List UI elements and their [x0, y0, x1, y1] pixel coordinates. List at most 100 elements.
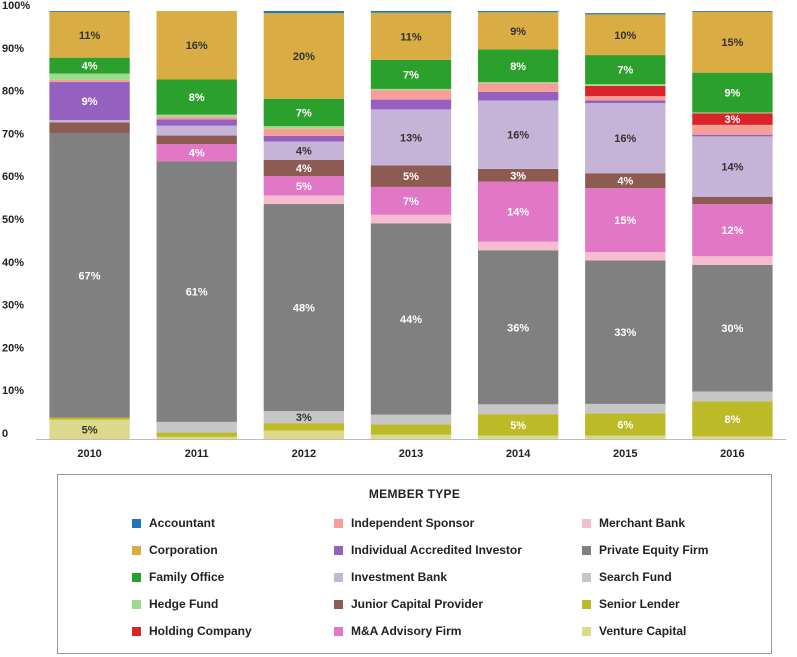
legend-label: Junior Capital Provider	[351, 597, 484, 611]
bar-segment	[156, 432, 237, 437]
legend-item: Hedge Fund	[132, 596, 218, 612]
data-label: 9%	[510, 26, 526, 38]
bar-segment	[692, 196, 773, 205]
bar-segment	[477, 250, 559, 405]
data-label: 15%	[614, 215, 636, 227]
y-tick-label: 0	[2, 428, 8, 440]
bar-segment	[477, 168, 559, 182]
bar-segment	[692, 113, 773, 125]
bar-segment	[263, 411, 345, 424]
bar-segment	[370, 165, 452, 187]
bar-segment	[585, 85, 666, 97]
legend-swatch	[334, 572, 343, 582]
bar-segment	[49, 122, 130, 133]
bar-segment	[49, 132, 130, 418]
bar-segment	[49, 120, 130, 123]
y-tick-label: 100%	[2, 0, 30, 12]
bar-segment	[585, 435, 666, 439]
bar-segment	[585, 173, 666, 189]
x-tick-label: 2011	[185, 448, 209, 460]
legend-swatch	[132, 518, 141, 528]
legend-item: M&A Advisory Firm	[334, 623, 461, 639]
data-label: 8%	[510, 61, 526, 73]
legend-swatch	[334, 518, 343, 528]
bar-segment	[477, 82, 559, 84]
data-label: 16%	[186, 40, 208, 52]
data-label: 48%	[293, 303, 315, 315]
bar-segment	[263, 135, 345, 142]
bar-segment	[49, 79, 130, 83]
data-label: 3%	[724, 114, 740, 126]
bar-segment	[370, 12, 452, 60]
bar-segment	[156, 116, 237, 120]
bar-segment	[49, 11, 130, 58]
bar-segment	[156, 135, 237, 145]
legend-item: Venture Capital	[582, 623, 686, 639]
bar-segment	[263, 98, 345, 127]
legend-swatch	[132, 599, 141, 609]
bar-segment	[585, 260, 666, 404]
legend-item: Search Fund	[582, 569, 672, 585]
bar-segment	[477, 49, 559, 83]
y-tick-label: 60%	[2, 171, 24, 183]
data-label: 33%	[614, 327, 636, 339]
data-label: 4%	[189, 148, 205, 160]
legend-label: Private Equity Firm	[599, 543, 709, 557]
bar-segment	[692, 391, 773, 402]
data-label: 9%	[724, 88, 740, 100]
data-label: 44%	[400, 314, 422, 326]
bar-segment	[263, 423, 345, 431]
bar-segment	[477, 404, 559, 415]
legend-swatch	[132, 545, 141, 555]
bar-segment	[49, 419, 130, 439]
data-label: 7%	[403, 196, 419, 208]
legend-swatch	[334, 599, 343, 609]
bar-segment	[156, 79, 237, 115]
data-label: 8%	[724, 414, 740, 426]
bar-segment	[692, 264, 773, 392]
legend-item: Independent Sponsor	[334, 515, 474, 531]
legend-swatch	[334, 545, 343, 555]
data-label: 67%	[79, 270, 101, 282]
bar-segment	[156, 144, 237, 162]
data-label: 11%	[79, 30, 101, 42]
y-tick-label: 30%	[2, 300, 24, 312]
data-label: 14%	[721, 162, 743, 174]
legend-swatch	[582, 545, 591, 555]
bar-segment	[692, 436, 773, 439]
bar-segment	[370, 434, 452, 439]
x-tick-label: 2015	[613, 448, 637, 460]
bar-segment	[692, 11, 773, 73]
legend-item: Individual Accredited Investor	[334, 542, 522, 558]
bar-segment	[585, 188, 666, 252]
bar-segment	[477, 181, 559, 242]
bar-segment	[692, 72, 773, 113]
legend-swatch	[132, 626, 141, 636]
y-tick-label: 40%	[2, 257, 24, 269]
bar-segment	[49, 11, 130, 12]
legend-item: Private Equity Firm	[582, 542, 708, 558]
x-tick-label: 2013	[399, 448, 423, 460]
data-label: 7%	[296, 107, 312, 119]
y-tick-label: 10%	[2, 385, 24, 397]
data-label: 5%	[82, 424, 98, 436]
bar-segment	[156, 11, 237, 80]
legend-label: Family Office	[149, 570, 225, 584]
bar-segment	[585, 100, 666, 104]
data-label: 3%	[510, 170, 526, 182]
legend-label: Individual Accredited Investor	[351, 543, 522, 557]
y-tick-label: 20%	[2, 342, 24, 354]
data-label: 13%	[400, 132, 422, 144]
bar-segment	[156, 114, 237, 117]
bar-segment	[692, 204, 773, 257]
data-label: 5%	[296, 181, 312, 193]
bar-segment	[477, 241, 559, 251]
x-tick-label: 2012	[292, 448, 316, 460]
legend-label: Independent Sponsor	[351, 516, 475, 530]
bar-segment	[263, 128, 345, 136]
bar-segment	[692, 124, 773, 135]
bar-segment	[370, 186, 452, 215]
y-tick-label: 90%	[2, 43, 24, 55]
bar-segment	[477, 435, 559, 439]
data-label: 7%	[403, 69, 419, 81]
